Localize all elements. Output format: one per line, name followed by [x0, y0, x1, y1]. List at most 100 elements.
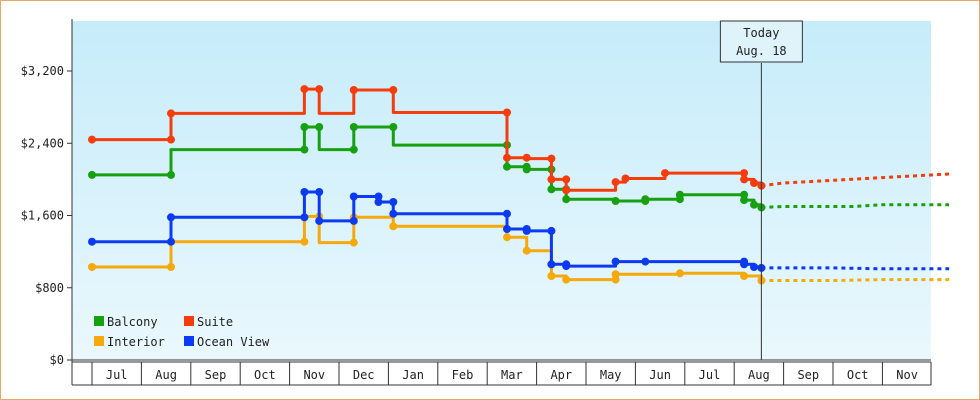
legend-swatch: [94, 336, 104, 346]
data-point: [522, 246, 531, 255]
legend-item: Suite: [184, 315, 233, 329]
y-tick-label: $1,600: [21, 209, 64, 223]
data-point: [300, 123, 309, 131]
legend-swatch: [184, 336, 194, 346]
x-tick-label: Jul: [106, 368, 128, 382]
data-point: [167, 109, 175, 118]
series-forecast-line: [761, 278, 950, 282]
legend-label: Suite: [197, 315, 233, 329]
data-point: [315, 123, 324, 131]
x-axis: Jul Aug Sep Oct Nov Dec Jan Feb Mar Apr May Jun Jul A…: [72, 359, 932, 386]
data-point: [503, 153, 511, 162]
data-point: [675, 190, 684, 199]
data-point: [562, 275, 571, 284]
data-point: [740, 175, 749, 184]
legend-swatch: [184, 316, 194, 326]
data-point: [675, 269, 684, 278]
data-point: [621, 174, 630, 183]
x-tick-label: May: [600, 368, 622, 382]
x-tick-label: Feb: [452, 368, 474, 382]
legend-label: Balcony: [107, 315, 158, 329]
x-tick-label: Aug: [155, 368, 177, 382]
plot-background: [72, 21, 931, 360]
series-ocean-view: [88, 188, 950, 272]
data-point: [611, 178, 620, 187]
data-point: [611, 257, 620, 266]
data-point: [503, 108, 511, 117]
data-point: [167, 237, 175, 246]
data-point: [349, 145, 358, 154]
series-forecast-line: [761, 203, 950, 209]
data-point: [547, 260, 556, 269]
data-point: [374, 192, 383, 201]
today-label-line2: Aug. 18: [736, 44, 787, 58]
data-point: [300, 188, 309, 196]
data-point: [503, 162, 511, 171]
series-forecast-line: [761, 266, 950, 271]
y-tick-label: $0: [50, 353, 64, 367]
data-point: [389, 209, 398, 218]
data-point: [611, 270, 620, 279]
series-layer: [88, 85, 950, 285]
legend-item: Balcony: [94, 315, 158, 329]
data-point: [740, 272, 749, 280]
x-tick-label: Nov: [896, 368, 918, 382]
data-point: [740, 196, 749, 205]
data-point: [167, 213, 175, 222]
legend-item: Interior: [94, 335, 165, 349]
data-point: [562, 186, 571, 195]
data-point: [547, 185, 556, 194]
today-label-line1: Today: [743, 26, 779, 40]
data-point: [661, 169, 669, 178]
data-point: [547, 226, 556, 235]
data-point: [167, 263, 175, 271]
data-point: [167, 135, 175, 144]
data-point: [503, 225, 511, 233]
data-point: [750, 179, 758, 187]
data-point: [88, 237, 96, 246]
data-point: [374, 198, 383, 206]
x-tick-label: Aug: [748, 368, 770, 382]
data-point: [88, 135, 96, 144]
data-point: [300, 85, 309, 94]
legend: Balcony Suite Interior Ocean View: [94, 315, 270, 349]
x-tick-label: Dec: [353, 368, 375, 382]
y-axis: $0 $800 $1,600 $2,400 $3,200: [21, 19, 73, 385]
x-tick-label: Jul: [699, 368, 721, 382]
today-marker: Today Aug. 18: [719, 20, 803, 360]
data-point: [562, 195, 571, 204]
x-tick-label: Jan: [402, 368, 424, 382]
data-point: [315, 188, 324, 196]
x-tick-label: Oct: [254, 368, 276, 382]
y-tick-label: $800: [35, 281, 64, 295]
x-tick-label: Jun: [649, 368, 671, 382]
data-point: [522, 165, 531, 174]
data-point: [315, 85, 324, 94]
data-point: [641, 257, 650, 266]
data-point: [389, 123, 398, 131]
data-point: [547, 175, 556, 184]
x-tick-label: Mar: [501, 368, 523, 382]
data-point: [349, 123, 358, 131]
data-point: [389, 222, 398, 231]
legend-swatch: [94, 316, 104, 326]
data-point: [88, 170, 96, 179]
data-point: [522, 153, 531, 162]
data-point: [740, 260, 749, 269]
data-point: [389, 198, 398, 206]
legend-label: Interior: [107, 335, 165, 349]
x-tick-label: Apr: [550, 368, 572, 382]
data-point: [349, 86, 358, 94]
data-point: [750, 200, 758, 209]
data-point: [503, 233, 511, 242]
data-point: [389, 86, 398, 94]
data-point: [641, 195, 650, 204]
data-point: [562, 175, 571, 184]
today-label-box: [719, 20, 803, 63]
data-point: [167, 170, 175, 179]
x-tick-label: Oct: [847, 368, 869, 382]
data-point: [349, 192, 358, 201]
series-interior: [88, 212, 950, 285]
